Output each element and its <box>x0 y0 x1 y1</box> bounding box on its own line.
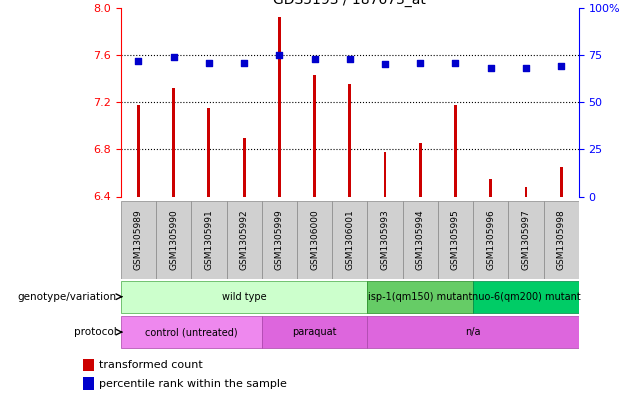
Text: isp-1(qm150) mutant: isp-1(qm150) mutant <box>368 292 473 302</box>
Bar <box>313 75 316 196</box>
Text: n/a: n/a <box>466 327 481 337</box>
Point <box>169 54 179 60</box>
Text: GSM1305990: GSM1305990 <box>169 209 178 270</box>
Point <box>521 65 531 72</box>
Text: genotype/variation: genotype/variation <box>17 292 116 302</box>
Bar <box>489 179 492 196</box>
Bar <box>544 201 579 279</box>
Text: GSM1305998: GSM1305998 <box>556 209 565 270</box>
Bar <box>454 105 457 196</box>
Text: transformed count: transformed count <box>99 360 202 370</box>
Bar <box>83 359 94 371</box>
Bar <box>243 138 245 196</box>
Point <box>450 59 460 66</box>
Bar <box>207 108 211 196</box>
Bar <box>473 281 579 313</box>
Text: nuo-6(qm200) mutant: nuo-6(qm200) mutant <box>471 292 580 302</box>
Text: GSM1305989: GSM1305989 <box>134 209 143 270</box>
Text: GSM1306001: GSM1306001 <box>345 209 354 270</box>
Text: GSM1305993: GSM1305993 <box>380 209 389 270</box>
Bar <box>438 201 473 279</box>
Point <box>380 61 390 68</box>
Text: GSM1306000: GSM1306000 <box>310 209 319 270</box>
Text: GSM1305997: GSM1305997 <box>522 209 530 270</box>
Bar <box>368 281 473 313</box>
Bar <box>349 84 351 196</box>
Bar <box>172 88 175 196</box>
Bar <box>403 201 438 279</box>
Bar <box>384 152 387 196</box>
Text: GSM1305992: GSM1305992 <box>240 209 249 270</box>
Bar <box>121 316 262 348</box>
Bar <box>121 201 156 279</box>
Bar <box>560 167 563 196</box>
Point <box>239 59 249 66</box>
Bar <box>419 143 422 196</box>
Bar <box>525 187 527 196</box>
Text: GSM1305996: GSM1305996 <box>486 209 495 270</box>
Bar <box>262 316 368 348</box>
Point <box>345 56 355 62</box>
Bar <box>191 201 226 279</box>
Text: paraquat: paraquat <box>293 327 337 337</box>
Text: percentile rank within the sample: percentile rank within the sample <box>99 378 286 389</box>
Title: GDS5193 / 187673_at: GDS5193 / 187673_at <box>273 0 426 7</box>
Bar <box>473 201 508 279</box>
Bar <box>508 201 544 279</box>
Bar <box>156 201 191 279</box>
Text: GSM1305994: GSM1305994 <box>416 209 425 270</box>
Text: protocol: protocol <box>74 327 116 337</box>
Text: GSM1305991: GSM1305991 <box>204 209 214 270</box>
Bar <box>332 201 368 279</box>
Text: GSM1305999: GSM1305999 <box>275 209 284 270</box>
Bar <box>137 105 140 196</box>
Point <box>486 65 496 72</box>
Bar <box>226 201 262 279</box>
Bar <box>83 377 94 390</box>
Text: GSM1305995: GSM1305995 <box>451 209 460 270</box>
Point <box>556 63 566 70</box>
Point <box>310 56 320 62</box>
Point <box>415 59 425 66</box>
Point <box>274 52 284 58</box>
Bar <box>278 17 280 196</box>
Point <box>204 59 214 66</box>
Text: control (untreated): control (untreated) <box>145 327 238 337</box>
Bar <box>262 201 297 279</box>
Text: wild type: wild type <box>222 292 266 302</box>
Bar <box>121 281 368 313</box>
Bar <box>297 201 332 279</box>
Point <box>134 57 144 64</box>
Bar <box>368 201 403 279</box>
Bar <box>368 316 579 348</box>
